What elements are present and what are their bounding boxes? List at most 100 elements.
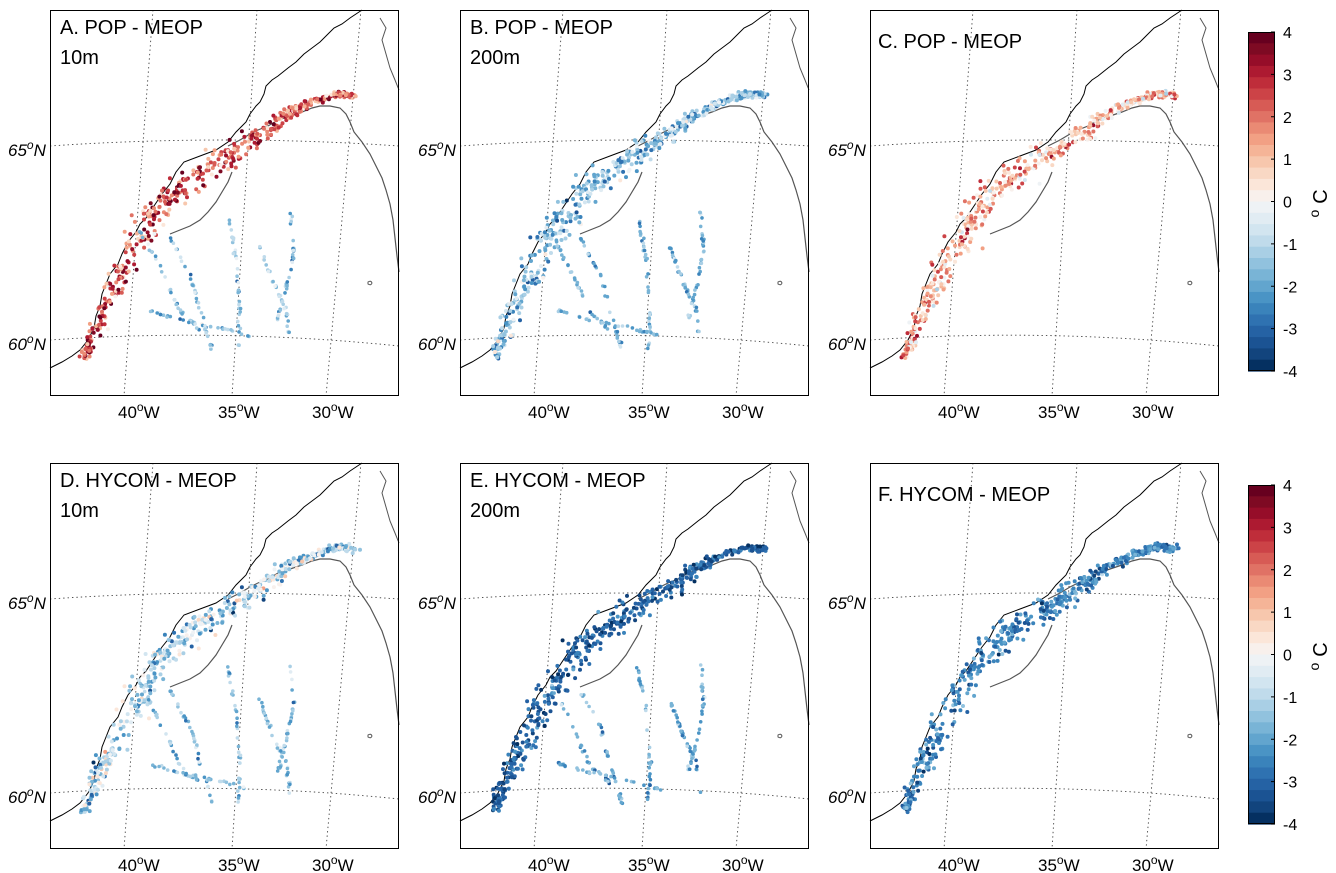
data-point: [642, 329, 647, 334]
data-point: [529, 259, 533, 263]
data-point: [126, 239, 131, 244]
data-point: [987, 660, 992, 664]
colorbar-unit-label: oC: [1306, 189, 1332, 217]
data-point: [168, 689, 172, 693]
colorbar-swatch: [1248, 167, 1275, 180]
data-point: [600, 173, 605, 178]
data-point: [969, 682, 974, 687]
data-point: [231, 610, 236, 615]
data-point: [87, 329, 92, 334]
data-point: [617, 339, 621, 344]
data-point: [104, 767, 109, 772]
data-point: [168, 287, 173, 292]
data-point: [178, 183, 183, 188]
data-point: [139, 684, 143, 689]
data-point: [694, 574, 699, 579]
data-point: [187, 622, 192, 627]
data-point: [491, 787, 496, 792]
data-point: [497, 799, 501, 804]
data-point: [502, 771, 507, 776]
data-point: [990, 186, 995, 191]
data-point: [183, 264, 187, 269]
data-point: [996, 652, 1001, 657]
data-point: [265, 126, 270, 130]
data-point: [607, 176, 611, 181]
data-point: [1060, 603, 1065, 608]
data-point: [1051, 148, 1056, 153]
data-point: [161, 313, 166, 318]
data-point: [699, 685, 704, 689]
data-point: [287, 330, 291, 335]
colorbar-tick-label: 1: [1283, 152, 1292, 169]
data-point: [228, 608, 233, 613]
data-point: [190, 283, 195, 288]
data-point: [973, 207, 978, 211]
data-point: [285, 113, 290, 118]
data-point: [1117, 105, 1121, 110]
panel-title: B. POP - MEOP: [470, 17, 613, 39]
lat-label: 60oN: [8, 332, 47, 354]
data-point: [239, 332, 244, 337]
data-point: [544, 225, 549, 230]
data-point: [1158, 93, 1163, 98]
data-point: [698, 720, 703, 724]
data-point: [643, 133, 648, 138]
data-point: [599, 188, 604, 193]
data-point: [308, 556, 312, 561]
lon-label: 30oW: [722, 853, 764, 873]
lon-label: 35oW: [628, 400, 670, 422]
data-point: [979, 658, 984, 663]
data-point: [919, 760, 924, 764]
data-point: [1076, 131, 1080, 135]
data-point: [929, 712, 934, 717]
data-point: [578, 634, 583, 639]
data-point: [1010, 173, 1015, 178]
data-point: [152, 671, 157, 676]
data-point: [913, 319, 918, 324]
data-point: [928, 720, 933, 725]
colorbar-swatch: [1248, 178, 1275, 191]
data-point: [699, 237, 704, 241]
lon-label: 35oW: [218, 400, 260, 422]
data-point: [157, 204, 162, 209]
data-point: [174, 247, 178, 252]
data-point: [573, 202, 578, 207]
data-point: [196, 305, 201, 310]
data-point: [647, 316, 652, 321]
data-point: [1121, 555, 1126, 560]
data-point: [632, 780, 636, 784]
data-point: [267, 579, 272, 583]
data-point: [957, 701, 962, 706]
data-point: [518, 318, 522, 323]
data-point: [215, 621, 220, 625]
data-point: [194, 187, 199, 192]
colorbar-swatch: [1248, 201, 1275, 214]
data-point: [236, 744, 241, 749]
data-point: [596, 609, 601, 614]
data-point: [192, 736, 196, 741]
data-point: [646, 346, 650, 351]
data-point: [235, 274, 239, 279]
colorbar-swatch: [1248, 711, 1275, 723]
data-point: [991, 190, 996, 195]
data-point: [530, 253, 534, 258]
data-point: [696, 113, 701, 118]
data-point: [210, 166, 215, 170]
data-point: [176, 634, 181, 639]
lon-label: 35oW: [218, 853, 260, 873]
data-point: [506, 752, 511, 757]
data-point: [563, 236, 568, 241]
colorbar-swatch: [1248, 111, 1275, 123]
data-point: [167, 176, 172, 181]
data-point: [228, 150, 233, 155]
data-point: [1057, 609, 1062, 614]
data-point: [206, 777, 211, 782]
data-point: [700, 688, 704, 693]
data-point: [907, 320, 912, 325]
data-point: [939, 275, 944, 280]
data-point: [503, 795, 507, 800]
data-point: [1054, 612, 1059, 617]
